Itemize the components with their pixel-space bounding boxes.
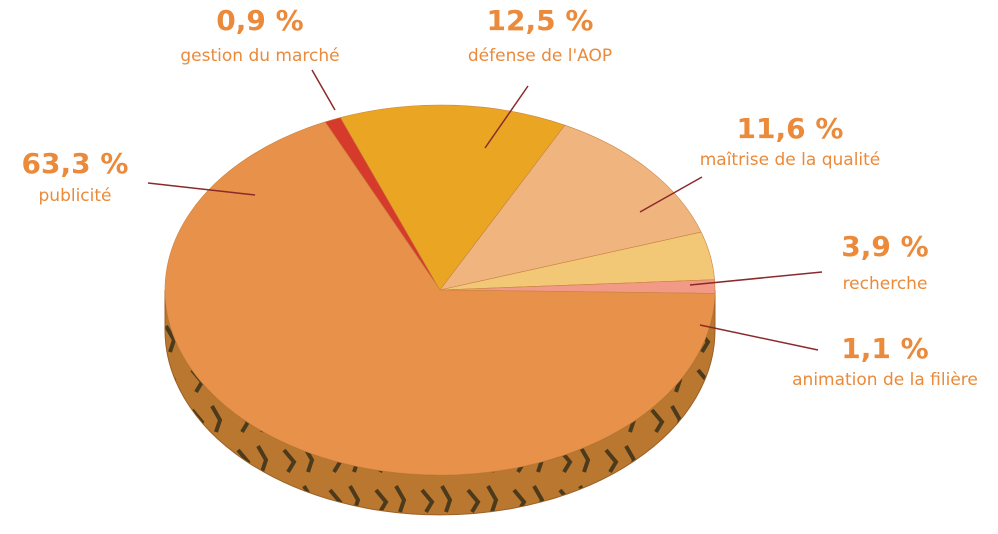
category-label: publicité xyxy=(39,186,112,206)
value-label: 0,9 % xyxy=(216,4,303,37)
value-label: 3,9 % xyxy=(841,230,928,263)
category-label: recherche xyxy=(843,274,928,294)
chart: 63,3 % publicité 0,9 % gestion du marché 12,… xyxy=(0,0,998,534)
leader-line xyxy=(312,70,335,110)
category-label: maîtrise de la qualité xyxy=(700,150,881,170)
value-label: 1,1 % xyxy=(841,332,928,365)
value-label: 63,3 % xyxy=(22,147,129,180)
value-label: 11,6 % xyxy=(737,112,844,145)
category-label: gestion du marché xyxy=(180,46,339,66)
value-label: 12,5 % xyxy=(487,4,594,37)
leader-line xyxy=(700,325,818,350)
category-label: défense de l'AOP xyxy=(468,46,612,66)
category-label: animation de la filière xyxy=(792,370,978,390)
